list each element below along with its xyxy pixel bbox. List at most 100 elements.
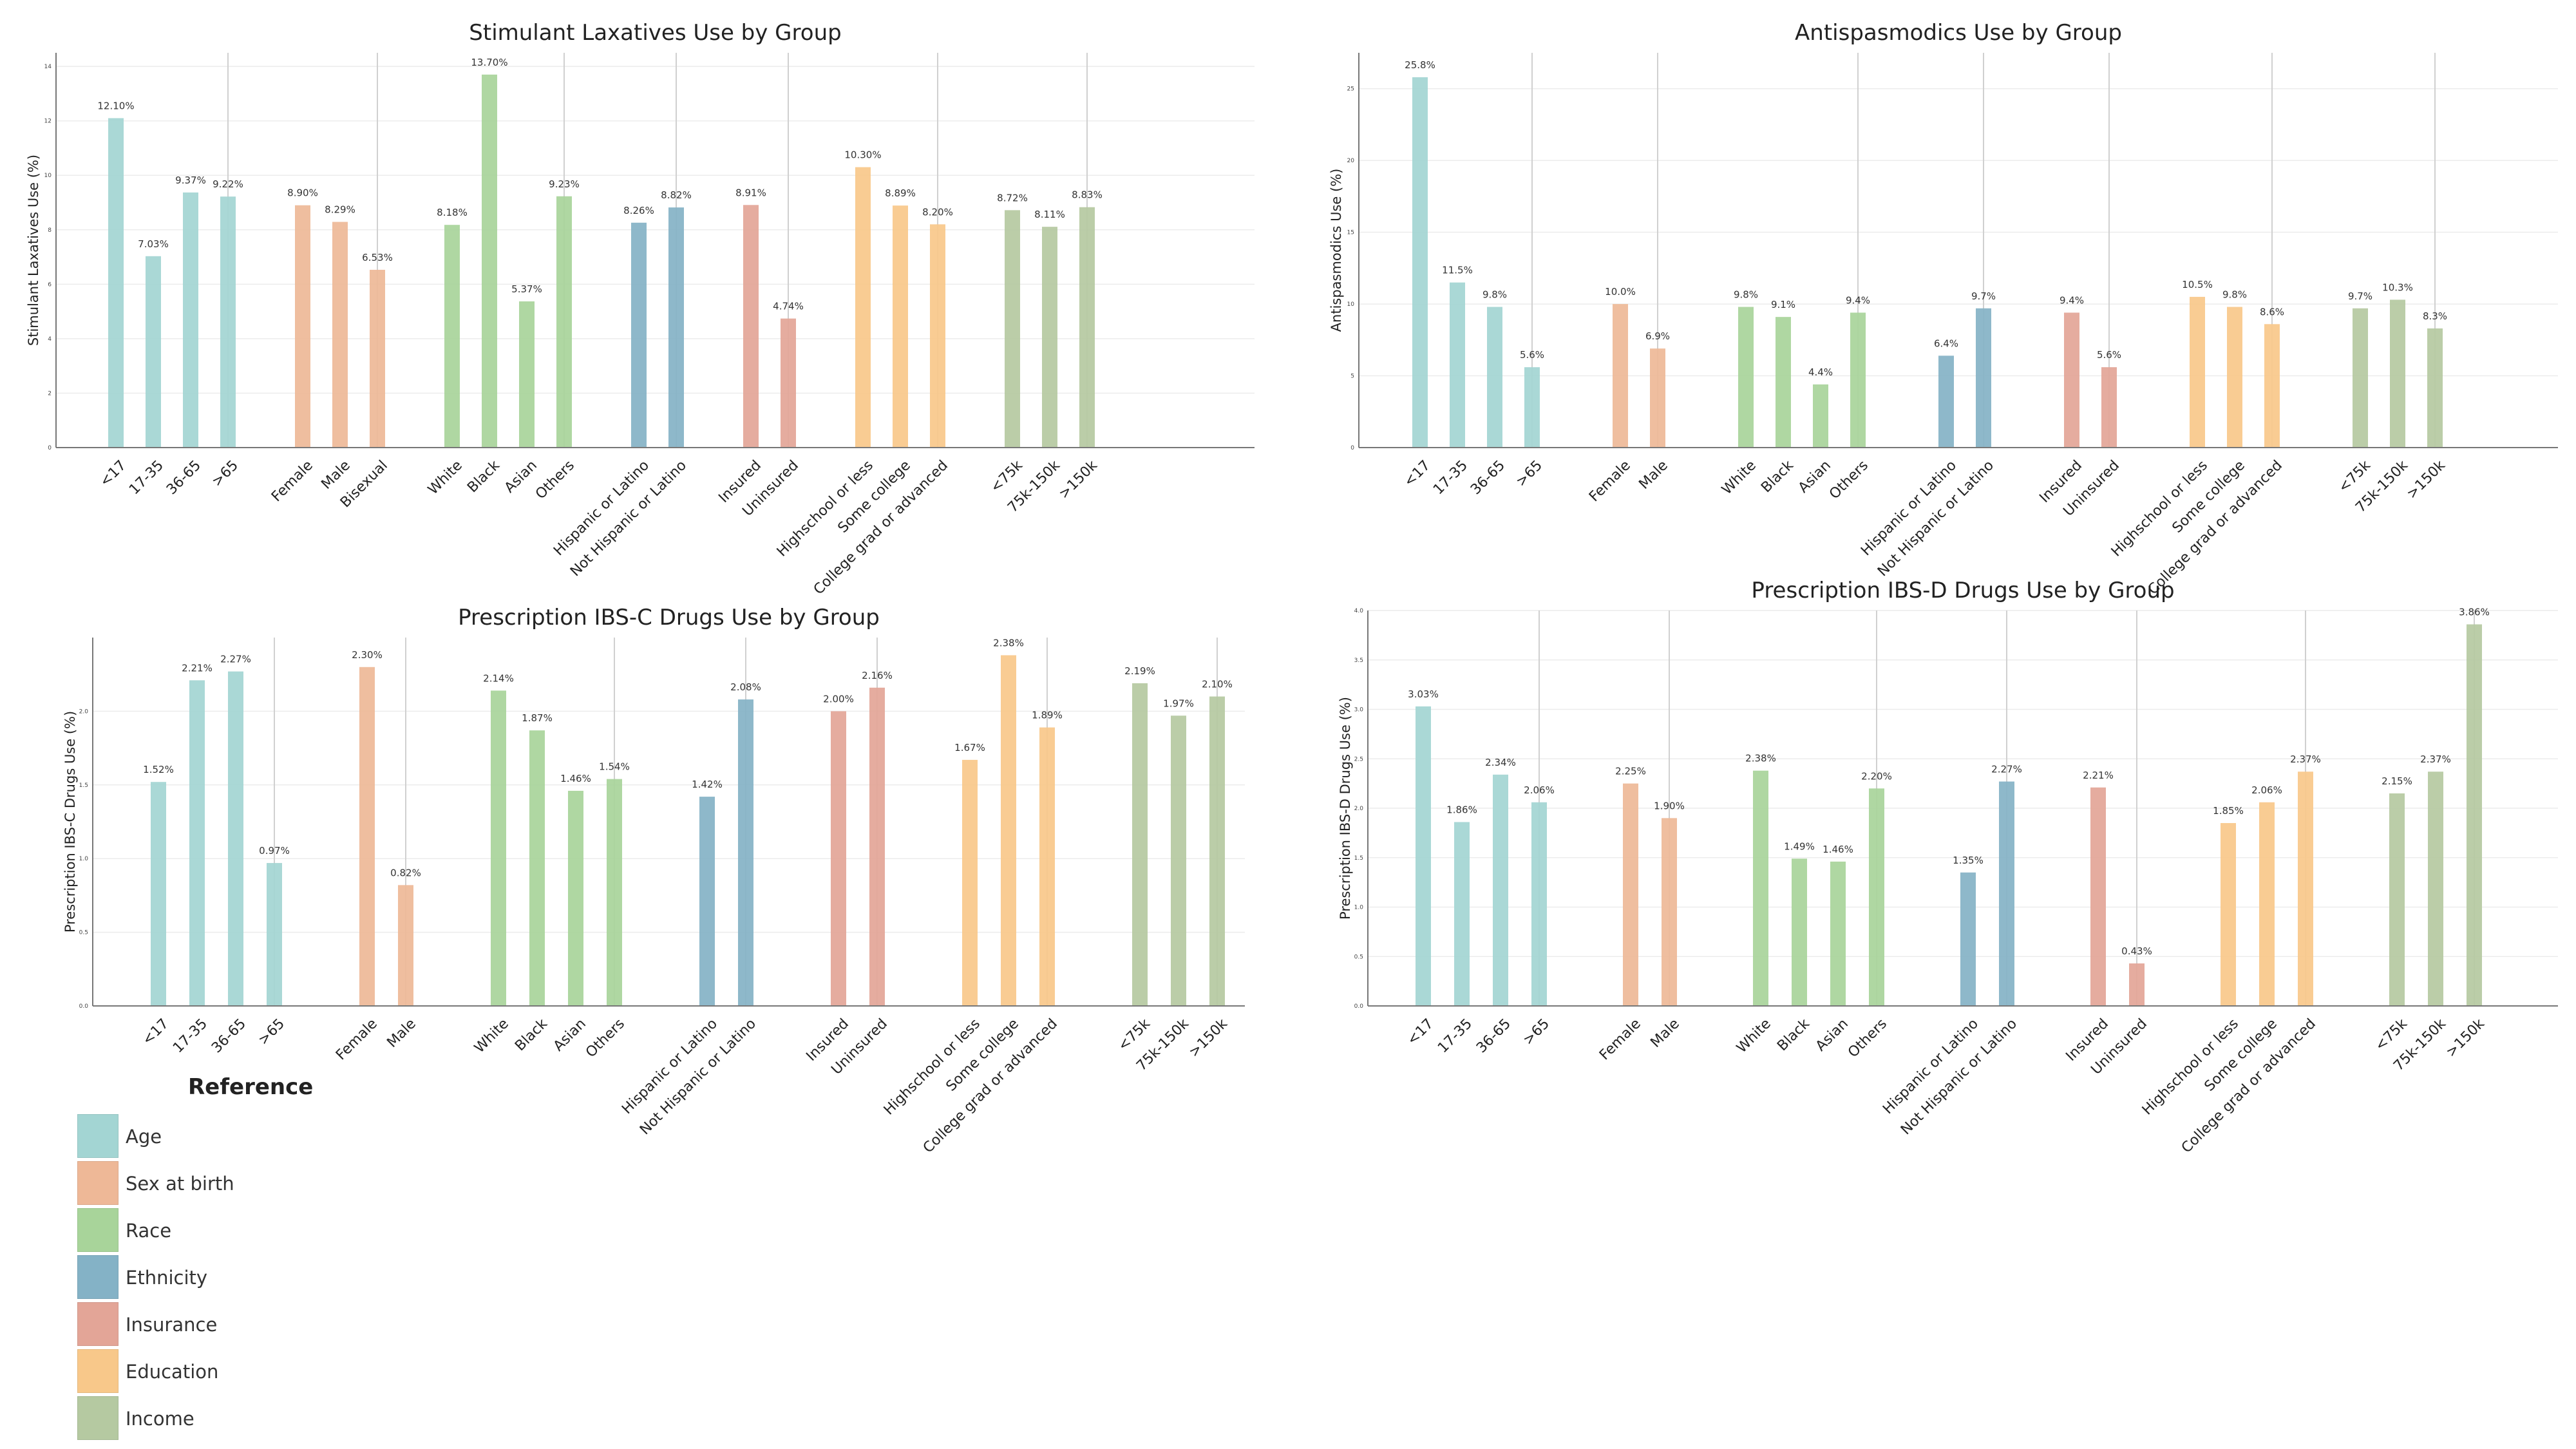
y-tick-label: 0.0 [79, 1003, 89, 1010]
bar-insurance [831, 711, 846, 1006]
x-tick-label: <17 [139, 1016, 172, 1048]
bar-ethnicity [699, 797, 715, 1006]
data-label: 8.91% [735, 187, 766, 198]
bar-race [519, 301, 535, 448]
bar-age [1524, 367, 1540, 448]
bar-age [1487, 307, 1502, 448]
y-tick-label: 5 [1350, 374, 1354, 380]
legend-label: Income [126, 1408, 194, 1430]
x-tick-label: Others [1826, 457, 1871, 502]
data-label: 0.82% [390, 867, 421, 878]
data-label: 0.97% [259, 845, 290, 857]
bar-education [2259, 802, 2275, 1006]
y-tick-label: 0 [1350, 445, 1354, 451]
x-tick-label: White [1734, 1016, 1774, 1056]
legend-title: Reference [188, 1074, 314, 1100]
x-tick-label: White [471, 1016, 512, 1056]
bar-income [1079, 207, 1095, 448]
bar-income [2390, 299, 2405, 448]
x-tick-label: Others [583, 1016, 628, 1061]
data-label: 2.19% [1124, 665, 1155, 677]
data-label: 1.46% [1823, 844, 1853, 855]
x-tick-label: Others [533, 457, 578, 502]
x-tick-label: 36-65 [1473, 1016, 1514, 1056]
x-tick-label: White [425, 457, 466, 498]
y-tick-label: 4.0 [1354, 608, 1364, 614]
legend-swatch [77, 1302, 118, 1346]
data-label: 1.42% [692, 779, 723, 790]
bar-education [893, 205, 908, 448]
data-label: 9.7% [2348, 290, 2372, 302]
y-tick-label: 0.5 [79, 930, 88, 936]
bar-race [444, 225, 460, 448]
y-tick-label: 6 [48, 281, 52, 288]
y-tick-label: 12 [44, 118, 52, 125]
bar-education [962, 759, 978, 1006]
data-label: 8.26% [623, 205, 654, 216]
data-label: 1.87% [522, 712, 553, 724]
data-label: 2.06% [2251, 784, 2282, 796]
data-label: 1.86% [1446, 804, 1477, 815]
chart-2: Antispasmodics Use by Group Antispasmodic… [1329, 20, 2558, 598]
data-label: 5.6% [1520, 349, 1544, 361]
y-tick-label: 10 [44, 173, 52, 179]
x-tick-label: Black [1774, 1016, 1813, 1054]
bar-age [183, 192, 198, 448]
bar-race [1850, 312, 1866, 448]
bar-income [2427, 328, 2443, 448]
y-tick-label: 1.0 [79, 856, 89, 862]
data-label: 10.30% [844, 149, 881, 161]
legend-swatch [77, 1208, 118, 1252]
bar-age [146, 256, 161, 448]
x-tick-label: 36-65 [209, 1016, 249, 1056]
y-tick-label: 2.0 [1354, 806, 1364, 812]
data-label: 2.10% [1202, 679, 1233, 690]
legend-swatch [77, 1161, 118, 1205]
legend-swatch [77, 1114, 118, 1158]
data-label: 2.37% [2290, 753, 2321, 765]
bar-age [1493, 774, 1508, 1006]
bar-insurance [743, 205, 759, 448]
bar-ethnicity [738, 699, 753, 1006]
data-label: 1.90% [1654, 800, 1685, 811]
bar-insurance [2090, 787, 2106, 1006]
bar-education [2221, 823, 2236, 1006]
bar-education [2298, 772, 2313, 1006]
bar-sex-at-birth [295, 205, 310, 448]
data-label: 9.1% [1771, 299, 1795, 310]
x-tick-label: >65 [1513, 457, 1546, 490]
y-tick-label: 1.5 [79, 782, 88, 789]
x-tick-label: 36-65 [1468, 457, 1508, 498]
bar-insurance [2064, 312, 2079, 448]
data-label: 1.49% [1784, 840, 1815, 852]
x-tick-label: >150k [1186, 1016, 1231, 1061]
data-label: 8.72% [997, 192, 1028, 204]
bar-education [2264, 324, 2280, 448]
data-label: 2.27% [220, 654, 251, 665]
y-tick-label: 2.0 [79, 708, 89, 715]
legend-label: Insurance [126, 1314, 218, 1336]
x-tick-label: Female [1586, 457, 1634, 505]
legend-swatch [77, 1396, 118, 1440]
y-tick-label: 3.5 [1354, 658, 1363, 664]
bar-sex-at-birth [1662, 818, 1677, 1006]
bar-race [1753, 770, 1768, 1006]
x-tick-label: White [1719, 457, 1759, 498]
bar-age [108, 118, 124, 448]
bar-income [1171, 715, 1186, 1006]
bar-sex-at-birth [398, 885, 413, 1006]
bar-education [1001, 655, 1016, 1006]
bar-sex-at-birth [359, 667, 375, 1006]
data-label: 2.08% [730, 681, 761, 693]
bar-race [556, 196, 572, 448]
data-label: 1.54% [599, 761, 630, 773]
legend-label: Ethnicity [126, 1267, 208, 1289]
x-tick-label: Male [318, 457, 354, 493]
data-label: 8.3% [2423, 310, 2447, 322]
x-tick-label: Female [269, 457, 316, 505]
legend-swatch [77, 1349, 118, 1393]
data-label: 9.8% [1734, 289, 1758, 301]
x-tick-label: Black [1758, 457, 1797, 496]
data-label: 2.27% [1991, 764, 2022, 775]
